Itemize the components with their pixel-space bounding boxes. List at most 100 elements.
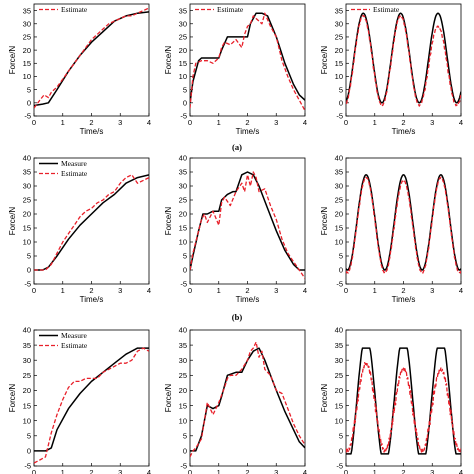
legend-label-estimate: Estimate <box>61 5 88 14</box>
y-tick-label: -5 <box>336 280 343 289</box>
y-tick-label: 10 <box>335 72 343 81</box>
x-tick-label: 3 <box>274 468 278 474</box>
x-tick-label: 3 <box>118 468 122 474</box>
y-tick-label: 10 <box>23 416 31 425</box>
series-line-estimate <box>190 12 305 112</box>
y-axis-label: Force/N <box>320 384 329 413</box>
y-tick-label: -5 <box>24 280 31 289</box>
series-line-estimate <box>190 171 305 279</box>
x-tick-label: 1 <box>373 286 377 295</box>
y-tick-label: 20 <box>23 46 31 55</box>
legend-label-measure: Measure <box>61 159 87 168</box>
row-label-1: (b) <box>232 312 243 322</box>
x-tick-label: 2 <box>89 286 93 295</box>
x-tick-label: 0 <box>32 468 36 474</box>
y-tick-label: 30 <box>335 356 343 365</box>
y-tick-label: 40 <box>23 326 31 335</box>
subplot-r0-c1: 0 1 2 3 4-505101520253035Time/sForce/NEstima… <box>164 3 307 136</box>
y-tick-label: 5 <box>27 252 31 261</box>
series-line-measure <box>190 12 305 103</box>
y-tick-label: 15 <box>335 59 343 68</box>
series-line-measure <box>346 347 461 455</box>
series-line-estimate <box>190 341 305 458</box>
x-tick-label: 2 <box>89 468 93 474</box>
y-tick-label: 5 <box>183 431 187 440</box>
y-axis-label: Force/N <box>8 384 17 413</box>
y-tick-label: 30 <box>179 19 187 28</box>
x-tick-label: 0 <box>32 286 36 295</box>
y-tick-label: 35 <box>179 168 187 177</box>
y-tick-label: 30 <box>23 19 31 28</box>
x-tick-label: 4 <box>303 468 307 474</box>
y-tick-label: 15 <box>335 224 343 233</box>
x-tick-label: 0 <box>188 286 192 295</box>
x-tick-label: 3 <box>118 118 122 127</box>
y-tick-label: 0 <box>339 447 343 456</box>
x-tick-label: 3 <box>274 118 278 127</box>
x-tick-label: 0 <box>344 118 348 127</box>
y-tick-label: 15 <box>23 224 31 233</box>
y-axis-label: Force/N <box>8 46 17 75</box>
series-line-estimate <box>346 361 461 453</box>
y-tick-label: -5 <box>180 112 187 121</box>
y-tick-label: 30 <box>179 356 187 365</box>
legend-label-estimate: Estimate <box>217 5 244 14</box>
y-tick-label: 20 <box>179 46 187 55</box>
x-tick-label: 0 <box>188 118 192 127</box>
y-tick-label: 40 <box>335 326 343 335</box>
legend-label-estimate: Estimate <box>61 341 88 350</box>
y-tick-label: 10 <box>179 416 187 425</box>
x-tick-label: 2 <box>245 468 249 474</box>
series-line-measure <box>346 12 461 104</box>
series-line-measure <box>190 347 305 452</box>
x-tick-label: 1 <box>217 286 221 295</box>
series-line-estimate <box>34 347 149 464</box>
x-tick-label: 0 <box>32 118 36 127</box>
y-tick-label: 10 <box>179 238 187 247</box>
x-tick-label: 1 <box>61 286 65 295</box>
x-tick-label: 0 <box>344 468 348 474</box>
y-tick-label: 10 <box>23 72 31 81</box>
y-tick-label: 15 <box>179 401 187 410</box>
y-tick-label: 0 <box>339 99 343 108</box>
y-tick-label: 35 <box>179 341 187 350</box>
x-tick-label: 3 <box>118 286 122 295</box>
x-tick-label: 0 <box>344 286 348 295</box>
x-tick-label: 1 <box>217 468 221 474</box>
y-tick-label: 35 <box>335 341 343 350</box>
y-tick-label: 0 <box>27 99 31 108</box>
y-tick-label: 10 <box>179 72 187 81</box>
x-tick-label: 2 <box>401 468 405 474</box>
y-tick-label: 5 <box>27 85 31 94</box>
x-axis-label: Time/s <box>80 295 104 304</box>
y-axis-label: Force/N <box>164 46 173 75</box>
x-tick-label: 1 <box>61 468 65 474</box>
plot-frame <box>345 157 462 285</box>
x-tick-label: 4 <box>459 468 463 474</box>
x-axis-label: Time/s <box>80 127 104 136</box>
y-tick-label: 20 <box>179 386 187 395</box>
y-tick-label: 0 <box>183 447 187 456</box>
y-tick-label: 0 <box>27 266 31 275</box>
x-axis-label: Time/s <box>236 295 260 304</box>
y-tick-label: 30 <box>23 356 31 365</box>
y-tick-label: -5 <box>180 280 187 289</box>
y-tick-label: 5 <box>27 431 31 440</box>
x-axis-label: Time/s <box>236 127 260 136</box>
y-tick-label: 25 <box>23 33 31 42</box>
y-tick-label: 35 <box>23 168 31 177</box>
y-tick-label: 20 <box>23 386 31 395</box>
y-tick-label: 35 <box>179 6 187 15</box>
y-tick-label: -5 <box>336 112 343 121</box>
row-label-0: (a) <box>232 142 242 152</box>
y-tick-label: 30 <box>179 182 187 191</box>
plot-frame <box>189 329 306 467</box>
subplot-r2-c0: 01234-50510152025303540Time/sForce/NMeas… <box>8 326 151 474</box>
y-tick-label: 25 <box>23 196 31 205</box>
y-tick-label: -5 <box>180 462 187 471</box>
plot-frame <box>345 329 462 467</box>
x-tick-label: 4 <box>147 468 151 474</box>
y-tick-label: 10 <box>335 416 343 425</box>
